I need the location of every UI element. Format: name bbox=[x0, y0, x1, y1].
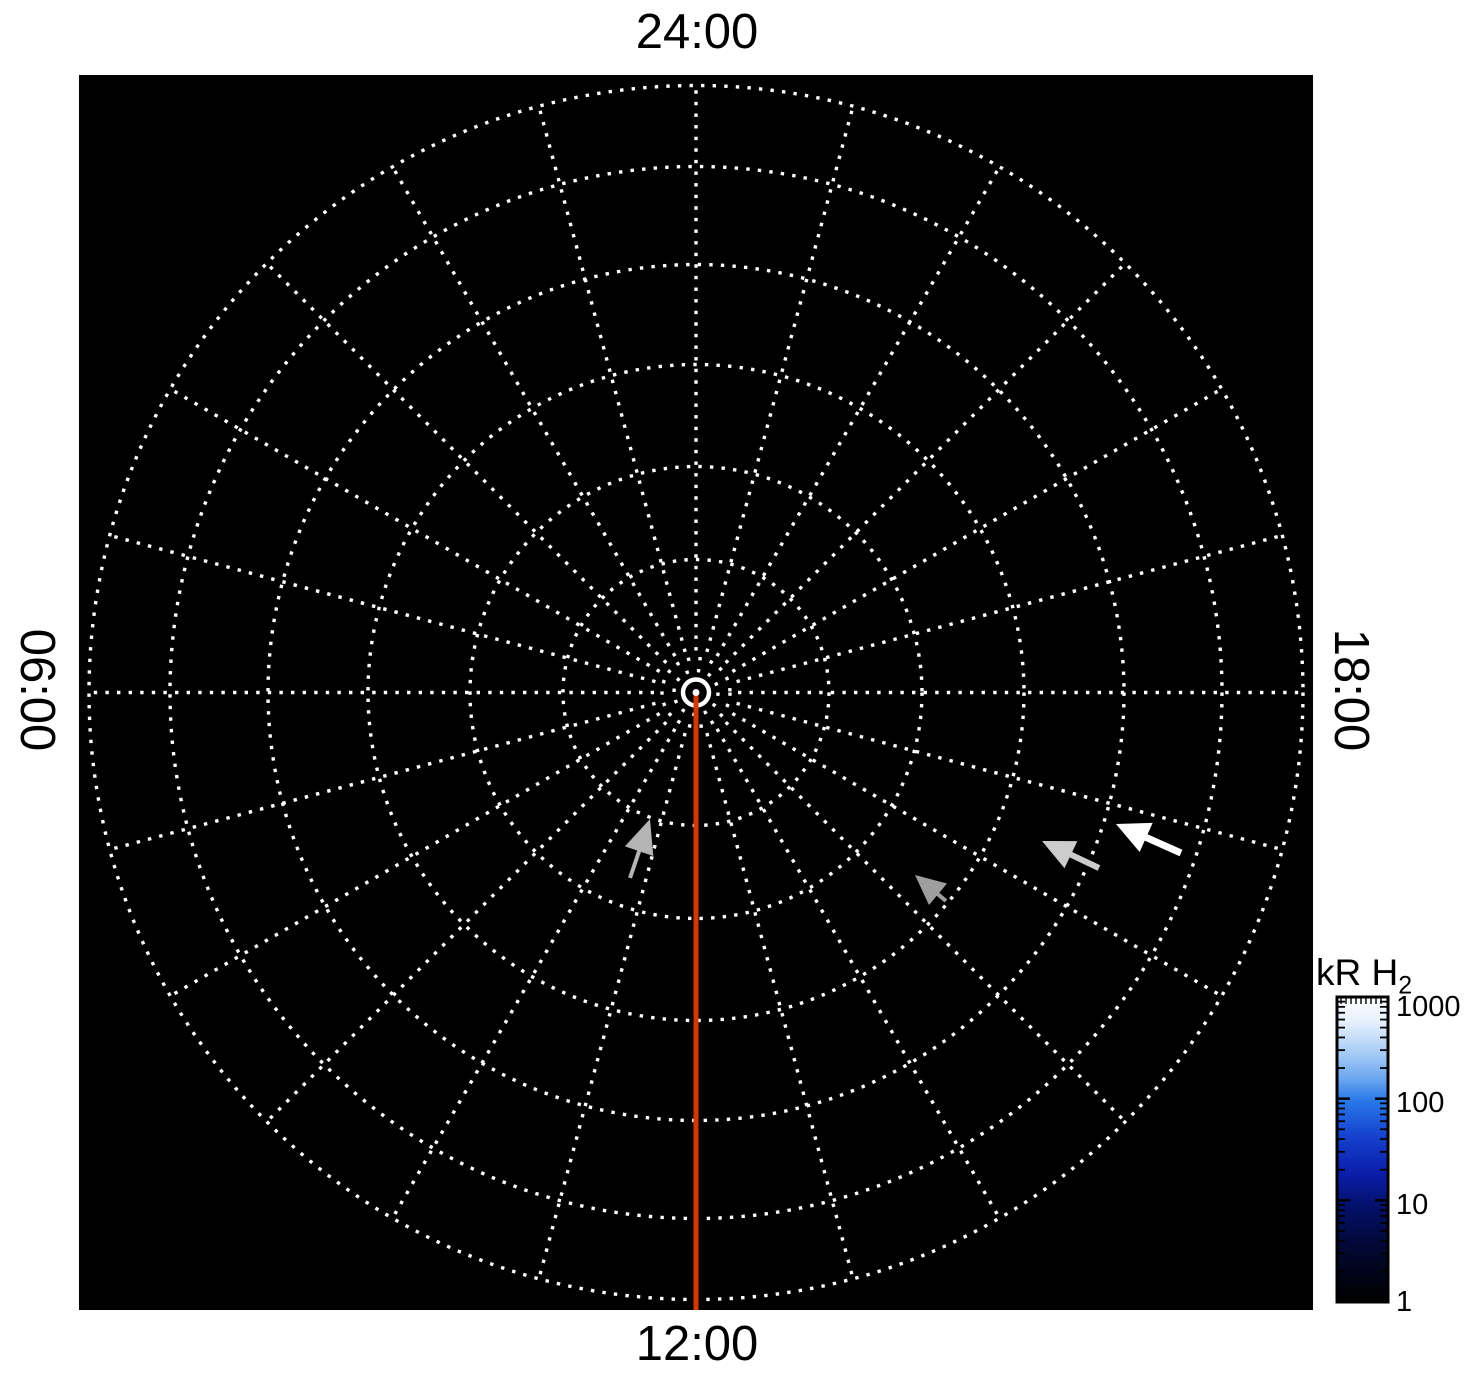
grid-circle bbox=[468, 464, 924, 921]
grid-ray bbox=[537, 105, 687, 653]
grid-ray bbox=[537, 732, 687, 1280]
center-dot bbox=[692, 689, 700, 696]
grid-ray bbox=[724, 720, 1127, 1123]
arrow-head-3 bbox=[1042, 841, 1078, 869]
grid-ray bbox=[391, 728, 677, 1220]
grid-ray bbox=[705, 732, 855, 1280]
arrow-head-4 bbox=[1116, 822, 1153, 853]
grid-ray bbox=[265, 262, 668, 665]
grid-ray bbox=[109, 701, 656, 852]
grid-ray bbox=[715, 728, 1001, 1220]
grid-ray bbox=[169, 387, 661, 673]
grid-ray bbox=[169, 712, 661, 998]
arrow-tail-4 bbox=[1140, 832, 1183, 857]
grid-circle bbox=[672, 668, 720, 717]
grid-ray bbox=[715, 165, 1001, 657]
grid-ray bbox=[736, 701, 1283, 852]
grid-ray bbox=[109, 533, 656, 684]
axis-label-2400: 24:00 bbox=[635, 5, 759, 59]
axis-label-1200: 12:00 bbox=[635, 1317, 759, 1371]
grid-ray bbox=[724, 262, 1127, 665]
arrow-head-1 bbox=[624, 819, 654, 857]
grid-circle bbox=[660, 656, 732, 729]
grid-ray bbox=[736, 533, 1283, 684]
colorbar-title-subscript: 2 bbox=[1398, 971, 1413, 1000]
axis-label-1800: 18:00 bbox=[1324, 628, 1378, 752]
axis-label-0600: 06:00 bbox=[10, 628, 64, 752]
grid-circle bbox=[366, 362, 1026, 1023]
arrow-tail-1 bbox=[628, 845, 643, 879]
colorbar-title-text: kR H bbox=[1316, 952, 1399, 993]
colorbar-tick-label-1000: 1000 bbox=[1396, 991, 1461, 1023]
arrow-tail-3 bbox=[1065, 849, 1101, 871]
colorbar-title: kR H2 bbox=[1316, 952, 1412, 998]
grid-ray bbox=[391, 165, 677, 657]
colorbar-tick-label-10: 10 bbox=[1396, 1189, 1429, 1221]
arrow-head-2 bbox=[915, 875, 947, 906]
grid-ray bbox=[731, 387, 1223, 673]
grid-ray bbox=[705, 105, 855, 653]
colorbar-bar bbox=[1335, 995, 1390, 1304]
colorbar-tick-label-100: 100 bbox=[1396, 1087, 1445, 1119]
grid-ray bbox=[265, 720, 668, 1123]
colorbar-tick-label-1: 1 bbox=[1396, 1286, 1413, 1318]
grid-ray bbox=[731, 712, 1223, 998]
